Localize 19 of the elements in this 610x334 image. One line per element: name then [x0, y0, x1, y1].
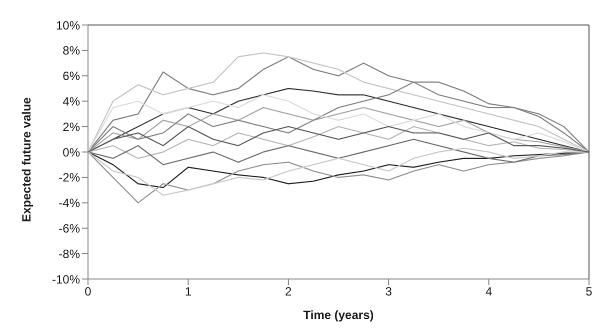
x-tick-label: 0: [84, 284, 92, 299]
y-tick-label: -8%: [58, 246, 80, 261]
x-tick-label: 4: [485, 284, 492, 299]
y-tick-label: 6%: [62, 69, 80, 84]
y-axis-title: Expected future value: [19, 96, 34, 222]
y-tick-label: 4%: [62, 94, 80, 108]
x-tick-label: 2: [285, 284, 292, 299]
x-tick-label: 1: [184, 284, 192, 299]
y-tick-label: -2%: [58, 170, 80, 185]
y-tick-label: -4%: [58, 196, 80, 210]
y-tick-label: 10%: [56, 18, 80, 32]
y-tick-label: 8%: [62, 44, 80, 58]
y-tick-label: -10%: [52, 272, 80, 286]
x-axis-title: Time (years): [303, 308, 374, 322]
y-tick-label: -6%: [58, 221, 80, 236]
x-tick-label: 5: [586, 284, 593, 299]
x-tick-label: 3: [385, 284, 392, 299]
y-tick-label: 0%: [62, 145, 80, 160]
y-tick-label: 2%: [62, 120, 80, 134]
